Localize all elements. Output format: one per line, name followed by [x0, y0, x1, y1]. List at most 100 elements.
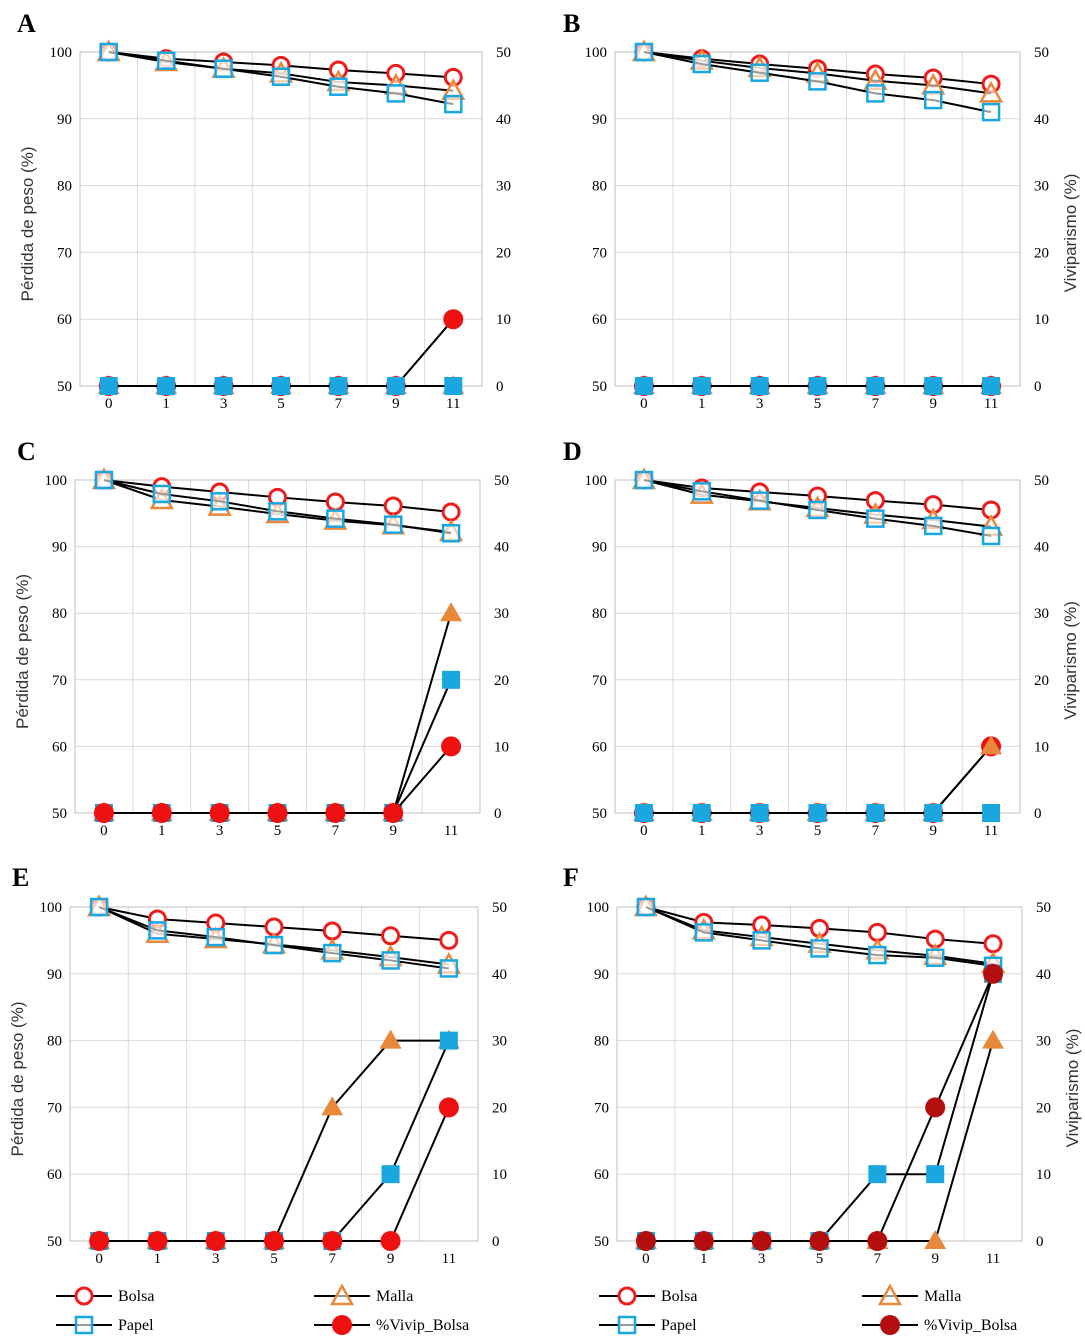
- y2-axis-title: Viviparismo (%): [1061, 174, 1080, 293]
- data-point-vivip-bolsa: [925, 1097, 946, 1118]
- data-point-vivip-bolsa: [867, 1231, 888, 1251]
- data-point-vivip-papel: [439, 1031, 458, 1050]
- data-point-vivip-bolsa: [325, 803, 346, 823]
- data-point-vivip-papel: [808, 804, 827, 822]
- y-axis-title: Pérdida de peso (%): [18, 147, 37, 302]
- data-point-vivip-papel: [157, 377, 176, 395]
- x-tick-label: 5: [270, 1251, 278, 1267]
- data-point-vivip-papel: [924, 377, 943, 395]
- legend-marker-bolsa: [617, 1286, 637, 1306]
- x-tick-label: 7: [872, 396, 880, 412]
- y-tick-label: 100: [585, 473, 608, 489]
- y-tick-label: 60: [47, 1167, 62, 1183]
- y-tick-label: 60: [592, 739, 607, 755]
- data-point-papel: [634, 42, 654, 62]
- data-point-papel: [925, 948, 945, 968]
- data-point-vivip-bolsa: [322, 1231, 343, 1251]
- data-point-bolsa: [439, 930, 459, 950]
- plot-area: [79, 51, 483, 387]
- x-tick-label: 9: [387, 1251, 395, 1267]
- data-point-papel: [750, 491, 769, 510]
- legend-label-vivip-bolsa: %Vivip_Bolsa: [924, 1317, 1017, 1334]
- x-tick-label: 7: [335, 396, 343, 412]
- data-point-bolsa: [325, 492, 345, 512]
- y-tick-label: 60: [52, 739, 67, 755]
- data-point-papel: [441, 524, 461, 543]
- y2-tick-label: 30: [1036, 1034, 1051, 1050]
- y2-tick-label: 40: [492, 967, 507, 983]
- data-point-papel: [381, 951, 400, 970]
- x-tick-label: 5: [814, 396, 822, 412]
- y-tick-label: 70: [47, 1100, 62, 1116]
- panel-label: E: [12, 863, 29, 892]
- data-point-papel: [99, 42, 118, 62]
- y-tick-label: 100: [585, 45, 608, 61]
- data-point-vivip-papel: [214, 377, 233, 395]
- legend-1: Bolsa Malla Papel %Vivip_Bolsa: [56, 1283, 469, 1335]
- data-point-papel: [692, 482, 712, 501]
- data-point-papel: [692, 54, 712, 74]
- panel-label: D: [563, 437, 582, 466]
- y-tick-label: 80: [594, 1034, 609, 1050]
- x-tick-label: 0: [105, 396, 113, 412]
- y2-tick-label: 50: [494, 473, 509, 489]
- y-tick-label: 90: [52, 540, 67, 556]
- legend-label-papel: Papel: [661, 1317, 697, 1334]
- data-point-vivip-bolsa: [438, 1097, 459, 1118]
- y-tick-label: 80: [52, 606, 67, 622]
- data-point-vivip-bolsa: [441, 736, 462, 757]
- data-point-papel: [444, 94, 463, 114]
- y2-axis-title: Viviparismo (%): [1063, 1029, 1082, 1148]
- x-tick-label: 11: [444, 823, 458, 839]
- y-tick-label: 50: [594, 1234, 609, 1250]
- y-tick-label: 80: [592, 179, 607, 195]
- x-tick-label: 0: [640, 396, 648, 412]
- x-tick-label: 3: [212, 1251, 220, 1267]
- y-tick-label: 50: [592, 379, 607, 395]
- data-point-vivip-papel: [924, 804, 943, 822]
- data-point-papel: [694, 923, 714, 942]
- data-point-papel: [271, 67, 291, 86]
- legend-label-vivip-bolsa: %Vivip_Bolsa: [376, 1317, 469, 1334]
- data-point-vivip-bolsa: [264, 1231, 284, 1251]
- data-point-vivip-papel: [808, 377, 827, 395]
- y-tick-label: 100: [45, 473, 68, 489]
- x-tick-label: 1: [698, 396, 706, 412]
- x-tick-label: 11: [442, 1251, 456, 1267]
- y-tick-label: 70: [594, 1100, 609, 1116]
- y2-tick-label: 0: [1034, 379, 1042, 395]
- x-tick-label: 0: [642, 1251, 650, 1267]
- series-line-vivip-malla: [99, 1039, 449, 1242]
- x-tick-label: 3: [758, 1251, 766, 1267]
- y-tick-label: 100: [587, 900, 610, 916]
- data-point-papel: [206, 927, 225, 947]
- y2-tick-label: 20: [1034, 245, 1049, 261]
- x-tick-label: 0: [95, 1251, 103, 1267]
- y-tick-label: 90: [57, 112, 72, 128]
- data-point-papel: [439, 959, 459, 978]
- data-point-papel: [923, 90, 943, 110]
- y2-tick-label: 20: [494, 673, 509, 689]
- y-tick-label: 100: [50, 45, 73, 61]
- x-tick-label: 11: [984, 823, 998, 839]
- legend-label-malla: Malla: [924, 1288, 961, 1305]
- data-point-papel: [923, 516, 943, 536]
- y2-tick-label: 20: [492, 1100, 507, 1116]
- data-point-vivip-papel: [866, 377, 885, 395]
- data-point-papel: [152, 484, 172, 504]
- data-point-papel: [866, 84, 885, 103]
- y-tick-label: 90: [594, 967, 609, 983]
- data-point-bolsa: [441, 502, 461, 522]
- data-point-papel: [636, 897, 656, 917]
- y2-axis-title: Viviparismo (%): [1061, 601, 1080, 720]
- y2-tick-label: 30: [1034, 606, 1049, 622]
- data-point-bolsa: [322, 921, 342, 941]
- data-point-papel: [808, 72, 827, 91]
- y2-tick-label: 40: [1034, 540, 1049, 556]
- legend-label-papel: Papel: [118, 1317, 154, 1334]
- x-tick-label: 5: [816, 1251, 824, 1267]
- y-axis-title: Pérdida de peso (%): [13, 574, 32, 729]
